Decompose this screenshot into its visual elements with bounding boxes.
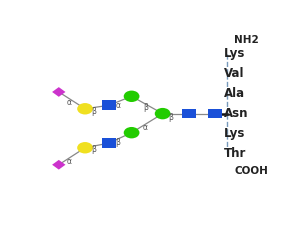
Text: Thr: Thr — [224, 147, 246, 160]
Text: Asn: Asn — [224, 107, 248, 120]
Text: Val: Val — [224, 67, 244, 80]
Text: Lys: Lys — [224, 47, 245, 60]
Polygon shape — [52, 160, 66, 170]
Polygon shape — [52, 87, 66, 97]
Text: β: β — [116, 138, 120, 147]
Circle shape — [155, 108, 171, 119]
Polygon shape — [102, 138, 116, 148]
Circle shape — [77, 103, 93, 115]
Text: Lys: Lys — [224, 127, 245, 140]
Text: α: α — [67, 98, 72, 107]
Polygon shape — [182, 109, 196, 119]
Circle shape — [77, 142, 93, 153]
Circle shape — [124, 127, 140, 138]
Text: β: β — [168, 113, 173, 122]
Polygon shape — [102, 100, 116, 110]
Text: Ala: Ala — [224, 87, 245, 100]
Text: COOH: COOH — [234, 166, 268, 176]
Text: β: β — [143, 104, 148, 112]
Text: α: α — [116, 101, 120, 110]
Polygon shape — [209, 109, 222, 119]
Text: α: α — [67, 157, 72, 166]
Text: β: β — [91, 107, 96, 116]
Text: NH2: NH2 — [234, 35, 259, 45]
Text: β: β — [91, 145, 96, 154]
Text: α: α — [143, 124, 148, 133]
Circle shape — [124, 91, 140, 102]
